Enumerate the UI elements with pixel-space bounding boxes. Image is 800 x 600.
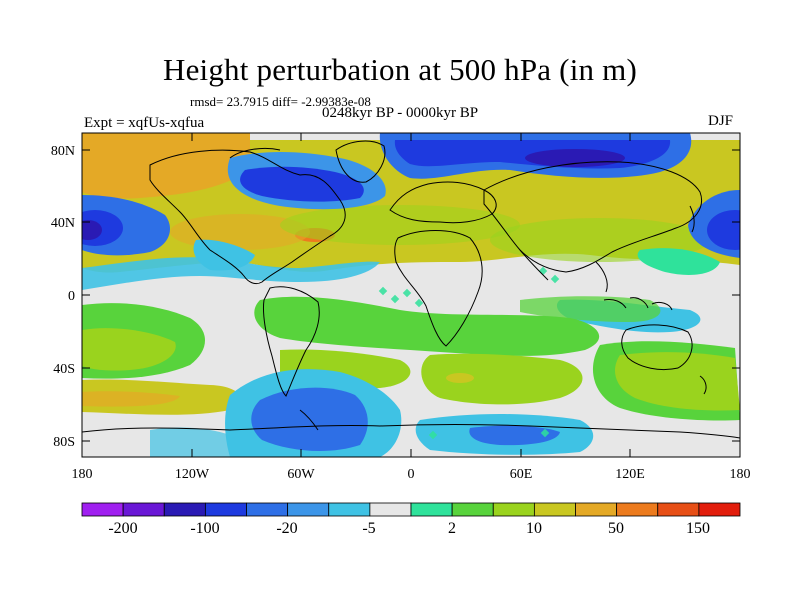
colorbar-label-150: 150 xyxy=(686,520,710,537)
experiment-label: Expt = xqfUs-xqfua xyxy=(84,115,205,131)
lat-label-40s: 40S xyxy=(53,362,75,377)
lon-label-180w: 180 xyxy=(72,467,93,482)
lon-label-0: 0 xyxy=(408,467,415,482)
lat-ticks xyxy=(82,149,740,442)
colorbar-label-neg5: -5 xyxy=(362,520,375,537)
colorbar-label-neg100: -100 xyxy=(190,520,219,537)
colorbar-box-5 xyxy=(287,502,330,517)
lat-label-40n: 40N xyxy=(51,216,75,231)
chart-title: Height perturbation at 500 hPa (in m) xyxy=(162,52,638,87)
lon-label-60e: 60E xyxy=(510,467,533,482)
colorbar-box-1 xyxy=(122,502,165,517)
colorbar-box-10 xyxy=(492,502,535,517)
colorbar-box-11 xyxy=(533,502,576,517)
lon-label-180e: 180 xyxy=(730,467,751,482)
lon-ticks xyxy=(81,133,741,457)
lon-label-60w: 60W xyxy=(287,467,315,482)
colorbar-box-14 xyxy=(657,502,700,517)
colorbar-box-13 xyxy=(616,502,659,517)
coastlines xyxy=(82,140,740,439)
colorbar-box-6 xyxy=(328,502,371,517)
lat-label-80n: 80N xyxy=(51,144,75,159)
colorbar-label-10: 10 xyxy=(526,520,542,537)
lon-label-120e: 120E xyxy=(615,467,645,482)
season-label: DJF xyxy=(708,113,734,129)
lat-label-0: 0 xyxy=(68,289,75,304)
lon-label-120w: 120W xyxy=(175,467,210,482)
period-text: 0248kyr BP - 0000kyr BP xyxy=(322,105,479,121)
colorbar-label-2: 2 xyxy=(448,520,456,537)
colorbar-box-0 xyxy=(81,502,124,517)
colorbar xyxy=(81,502,741,517)
colorbar-box-4 xyxy=(246,502,289,517)
colorbar-box-2 xyxy=(163,502,206,517)
lat-label-80s: 80S xyxy=(53,435,75,450)
colorbar-box-3 xyxy=(204,502,247,517)
colorbar-label-50: 50 xyxy=(608,520,624,537)
colorbar-label-neg200: -200 xyxy=(108,520,137,537)
colorbar-label-neg20: -20 xyxy=(276,520,297,537)
colorbar-box-15 xyxy=(698,502,741,517)
stats-text: rmsd= 23.7915 diff= -2.99383e-08 xyxy=(190,94,371,109)
colorbar-box-9 xyxy=(451,502,494,517)
colorbar-box-7 xyxy=(369,502,412,517)
map-panel xyxy=(82,133,740,457)
colorbar-box-8 xyxy=(410,502,453,517)
colorbar-box-12 xyxy=(575,502,618,517)
